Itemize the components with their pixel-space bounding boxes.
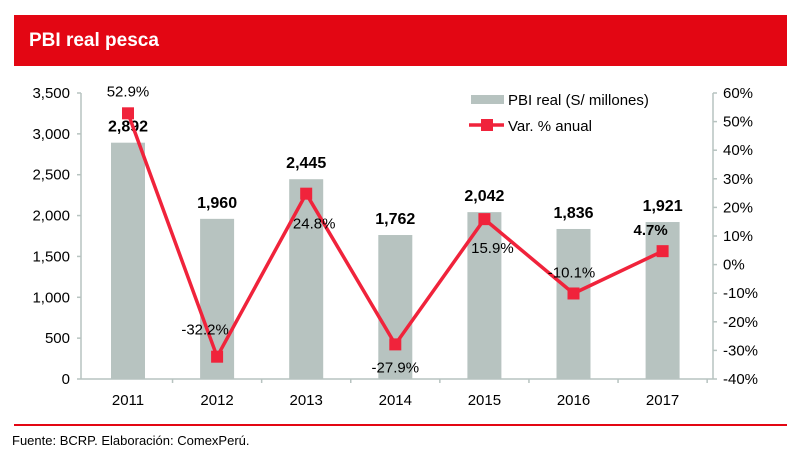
right-axis-tick-label: 30% (723, 171, 753, 188)
bar-value-label: 1,836 (553, 205, 593, 222)
line-point (389, 338, 402, 351)
line-point (656, 245, 669, 258)
line-point (122, 107, 134, 120)
bar-value-label: 1,921 (643, 198, 683, 215)
bar (556, 228, 591, 379)
legend-line-marker (481, 119, 493, 131)
right-axis-tick-label: 20% (723, 199, 753, 216)
left-axis-tick-label: 1,500 (32, 248, 70, 265)
legend-bar-label: PBI real (S/ millones) (508, 92, 649, 109)
x-axis-tick-label: 2013 (290, 392, 323, 409)
right-axis-tick-label: 60% (723, 85, 753, 102)
line-value-label: 15.9% (471, 240, 514, 257)
left-axis-tick-label: 3,500 (32, 85, 70, 102)
right-axis-tick-label: 40% (723, 142, 753, 159)
right-axis-tick-label: -40% (723, 371, 758, 388)
line-value-label: -32.2% (181, 322, 229, 339)
left-axis-tick-label: 0 (62, 371, 70, 388)
line-value-label: 52.9% (107, 83, 150, 100)
right-axis-tick-label: -30% (723, 342, 758, 359)
header-bar (14, 15, 787, 66)
x-axis-tick-label: 2014 (379, 392, 412, 409)
bar-value-label: 1,762 (375, 211, 415, 228)
line-point (300, 187, 313, 200)
x-axis-tick-label: 2015 (468, 392, 501, 409)
bar (467, 212, 502, 379)
right-axis-tick-label: -10% (723, 285, 758, 302)
footer-divider (14, 424, 787, 426)
left-axis-tick-label: 2,500 (32, 167, 70, 184)
legend-line-label: Var. % anual (508, 118, 592, 135)
line-value-label: 24.8% (293, 216, 336, 233)
right-axis-tick-label: 10% (723, 228, 753, 245)
source-note: Fuente: BCRP. Elaboración: ComexPerú. (12, 433, 250, 448)
line-point (567, 287, 580, 300)
x-axis-tick-label: 2017 (646, 392, 679, 409)
right-axis-tick-label: -20% (723, 314, 758, 331)
bar (378, 235, 413, 379)
chart-title: PBI real pesca (29, 30, 159, 51)
right-axis-tick-label: 0% (723, 257, 745, 274)
line-point (211, 350, 224, 363)
left-axis-tick-label: 3,000 (32, 126, 70, 143)
bar-value-label: 2,892 (108, 119, 148, 136)
bar-value-label: 2,445 (286, 155, 326, 172)
legend-bar-swatch (471, 95, 504, 104)
bar-value-label: 1,960 (197, 195, 237, 212)
line-point (478, 213, 491, 226)
bar-value-label: 2,042 (464, 188, 504, 205)
x-axis-tick-label: 2011 (112, 392, 144, 409)
bar (289, 179, 324, 379)
line-value-label: 4.7% (633, 222, 667, 239)
left-axis-tick-label: 2,000 (32, 208, 70, 225)
line-value-label: -10.1% (548, 264, 596, 281)
x-axis-tick-label: 2016 (557, 392, 590, 409)
x-axis-tick-label: 2012 (200, 392, 233, 409)
bar (111, 142, 145, 379)
left-axis-tick-label: 1,000 (32, 289, 70, 306)
line-value-label: -27.9% (372, 359, 420, 376)
left-axis-tick-label: 500 (45, 330, 70, 347)
right-axis-tick-label: 50% (723, 114, 753, 131)
